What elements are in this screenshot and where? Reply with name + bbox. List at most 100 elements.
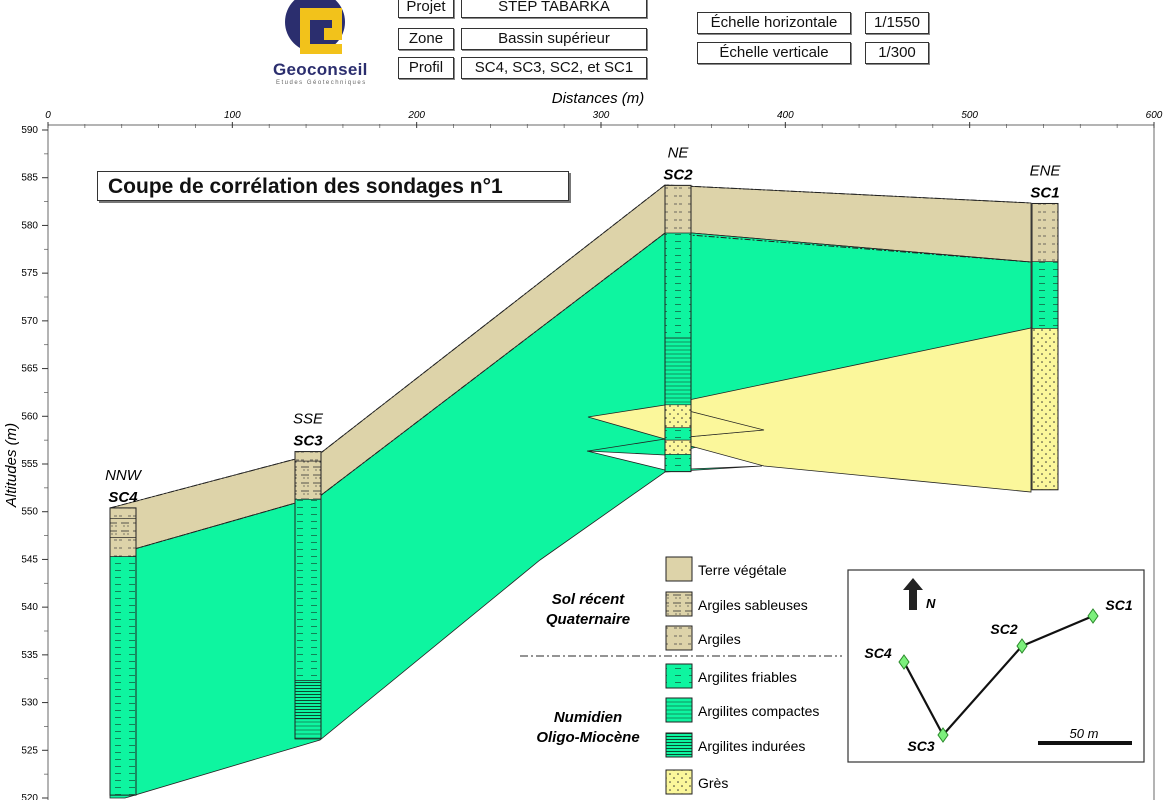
legend-label-terre-vegetale: Terre végétale xyxy=(698,562,787,578)
x-tick-label: 300 xyxy=(593,110,610,121)
y-axis-label: Altitudes (m) xyxy=(3,423,20,508)
borehole-SC2-layer xyxy=(664,404,692,429)
north-label: N xyxy=(926,596,936,611)
borehole-SC4-layer xyxy=(109,556,137,796)
borehole-SC4-label: SC4 xyxy=(108,489,138,506)
echelle-h-label: Échelle horizontale xyxy=(697,12,851,34)
x-tick-label: 200 xyxy=(407,110,425,121)
legend-label-gres: Grès xyxy=(698,775,728,791)
legend-swatch-argilites-indurees xyxy=(665,732,693,758)
borehole-SC4-layer xyxy=(109,507,137,519)
zone-value: Bassin supérieur xyxy=(461,28,647,50)
north-arrow-icon xyxy=(903,578,923,610)
y-tick-label: 550 xyxy=(21,507,38,518)
borehole-SC2-orientation: NE xyxy=(668,144,690,161)
x-axis-ticks: 0 100 200 300 400 500 600 xyxy=(45,110,1163,128)
y-tick-label: 575 xyxy=(21,268,38,279)
projet-value: STEP TABARKA xyxy=(461,0,647,18)
logo-tagline: Etudes Géotechniques xyxy=(276,80,367,86)
traverse-line xyxy=(903,614,1094,737)
scale-bar-label: 50 m xyxy=(1070,726,1099,741)
map-point-SC2 xyxy=(1016,638,1028,654)
legend-swatch-argiles xyxy=(665,625,693,651)
y-tick-label: 555 xyxy=(21,459,38,470)
echelle-v-value: 1/300 xyxy=(865,42,929,64)
map-label-SC4: SC4 xyxy=(864,645,891,661)
y-tick-label: 560 xyxy=(21,411,38,422)
x-axis-label: Distances (m) xyxy=(552,90,645,107)
legend-swatch-gres xyxy=(665,769,693,795)
borehole-SC1-orientation: ENE xyxy=(1030,162,1062,179)
location-map-frame xyxy=(847,569,1145,763)
borehole-SC2-label: SC2 xyxy=(663,166,693,183)
y-tick-label: 520 xyxy=(21,793,38,800)
echelle-v-label: Échelle verticale xyxy=(697,42,851,64)
section-title: Coupe de corrélation des sondages n°1 xyxy=(97,171,569,201)
legend-group-1-line1: Sol récent xyxy=(552,591,626,608)
y-tick-label: 585 xyxy=(21,173,38,184)
x-tick-label: 0 xyxy=(45,110,51,121)
borehole-SC1-label: SC1 xyxy=(1030,184,1059,201)
map-point-SC1 xyxy=(1087,608,1099,624)
y-tick-label: 580 xyxy=(21,220,38,231)
y-tick-label: 535 xyxy=(21,650,38,661)
map-label-SC2: SC2 xyxy=(990,621,1017,637)
borehole-SC2-column xyxy=(664,184,692,473)
contact-line xyxy=(109,184,1032,509)
legend-label-argiles-sableuses: Argiles sableuses xyxy=(698,597,808,613)
borehole-SC1-layer xyxy=(1031,261,1059,329)
borehole-SC4-layer xyxy=(109,537,137,557)
borehole-SC2-layer xyxy=(664,185,692,234)
profil-value: SC4, SC3, SC2, et SC1 xyxy=(461,57,647,79)
y-tick-label: 530 xyxy=(21,698,38,709)
location-map: N SC4 SC3 SC2 SC1 50 m xyxy=(847,569,1145,763)
y-tick-label: 545 xyxy=(21,554,38,565)
map-label-SC3: SC3 xyxy=(907,738,934,754)
map-point-SC3 xyxy=(937,727,949,743)
legend-group-2-line1: Numidien xyxy=(554,709,622,726)
legend-swatch-argilites-friables xyxy=(665,663,693,689)
borehole-SC3-layer xyxy=(294,680,322,720)
projet-label: Projet xyxy=(398,0,454,18)
legend: Sol récent Quaternaire Numidien Oligo-Mi… xyxy=(520,556,842,795)
y-tick-label: 540 xyxy=(21,602,38,613)
y-axis-ticks: 590 585 580 575 570 565 560 555 550 545 540 535 530 5… xyxy=(21,125,48,800)
borehole-SC3-layer xyxy=(294,718,322,740)
map-label-SC1: SC1 xyxy=(1105,597,1132,613)
borehole-SC1-layer xyxy=(1031,328,1059,491)
y-tick-label: 570 xyxy=(21,316,38,327)
y-tick-label: 565 xyxy=(21,364,38,375)
borehole-SC4-layer xyxy=(109,518,137,538)
borehole-SC4-column xyxy=(109,507,137,796)
geological-layers xyxy=(109,184,1032,799)
x-tick-label: 100 xyxy=(224,110,241,121)
y-tick-label: 525 xyxy=(21,745,38,756)
legend-label-argilites-compactes: Argilites compactes xyxy=(698,703,819,719)
logo-name: Geoconseil xyxy=(273,60,368,79)
geoconseil-logo xyxy=(285,0,345,54)
borehole-columns: SC4 NNW SC3 SSE SC2 NE SC1 ENE xyxy=(105,144,1062,796)
contact-line-2 xyxy=(109,232,1032,557)
legend-group-1-line2: Quaternaire xyxy=(546,611,630,628)
legend-label-argiles: Argiles xyxy=(698,631,741,647)
legend-swatch-terre-vegetale xyxy=(665,556,693,582)
profil-label: Profil xyxy=(398,57,454,79)
borehole-SC2-layer xyxy=(664,454,692,472)
legend-group-2-line2: Oligo-Miocène xyxy=(536,729,639,746)
borehole-SC3-layer xyxy=(294,499,322,681)
x-tick-label: 500 xyxy=(961,110,978,121)
borehole-SC1-layer xyxy=(1031,203,1059,262)
borehole-SC4-orientation: NNW xyxy=(105,467,143,484)
borehole-SC1-column xyxy=(1031,202,1059,491)
borehole-SC2-layer xyxy=(664,439,692,455)
borehole-SC3-orientation: SSE xyxy=(293,411,324,428)
zone-label: Zone xyxy=(398,28,454,50)
map-point-SC4 xyxy=(898,654,910,670)
legend-swatch-argiles-sableuses xyxy=(665,591,693,617)
x-tick-label: 600 xyxy=(1146,110,1163,121)
borehole-SC3-label: SC3 xyxy=(293,433,323,450)
borehole-SC3-layer xyxy=(294,451,322,462)
borehole-SC2-layer xyxy=(664,232,692,339)
borehole-SC2-layer xyxy=(664,427,692,441)
